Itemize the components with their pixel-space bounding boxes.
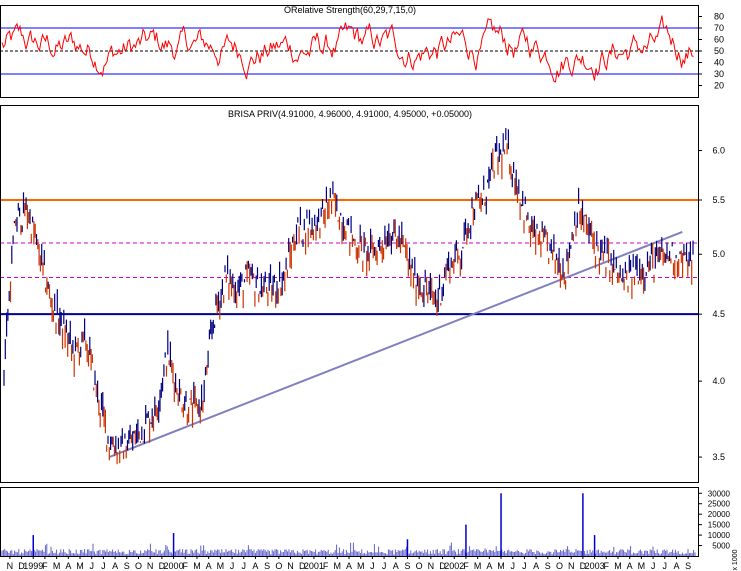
x-tick-label: 1999 bbox=[23, 561, 43, 571]
price-tick-label: 4.5 bbox=[712, 309, 725, 319]
volume-unit-label: x 1000 bbox=[732, 549, 739, 570]
rsi-tick-label: 60 bbox=[714, 35, 724, 45]
x-tick-label: M bbox=[193, 561, 201, 571]
x-tick-label: D bbox=[439, 561, 446, 571]
x-tick-label: J bbox=[230, 561, 235, 571]
x-tick-label: M bbox=[614, 561, 622, 571]
x-tick-label: A bbox=[393, 561, 399, 571]
price-tick-label: 6.0 bbox=[712, 146, 725, 156]
rsi-title: ORelative Strength(60,29,7,15,0) bbox=[284, 5, 416, 15]
x-tick-label: O bbox=[275, 561, 282, 571]
x-tick-label: 2001 bbox=[304, 561, 324, 571]
x-tick-label: M bbox=[638, 561, 646, 571]
x-tick-label: A bbox=[346, 561, 352, 571]
price-panel: 3.5 4.0 4.5 5.0 5.5 6.0 bbox=[0, 128, 725, 465]
x-tick-label: S bbox=[545, 561, 551, 571]
x-tick-label: N bbox=[7, 561, 14, 571]
price-tick-label: 5.0 bbox=[712, 249, 725, 259]
volume-tick-label: 30000 bbox=[708, 489, 731, 498]
x-tick-label: N bbox=[147, 561, 154, 571]
x-tick-label: N bbox=[428, 561, 435, 571]
x-tick-label: 2000 bbox=[164, 561, 184, 571]
rsi-tick-label: 40 bbox=[714, 58, 724, 68]
panel-frame bbox=[0, 487, 699, 557]
x-tick-label: A bbox=[486, 561, 492, 571]
x-tick-label: M bbox=[474, 561, 482, 571]
price-tick-label: 5.5 bbox=[712, 195, 725, 205]
rsi-tick-label: 80 bbox=[714, 12, 724, 22]
x-tick-label: M bbox=[217, 561, 225, 571]
x-tick-label: M bbox=[76, 561, 84, 571]
x-tick-label: J bbox=[651, 561, 656, 571]
price-trendline bbox=[108, 230, 683, 459]
x-tick-label: S bbox=[685, 561, 691, 571]
rsi-series-line bbox=[1, 15, 694, 83]
volume-tick-label: 20000 bbox=[708, 510, 731, 519]
x-tick-label: A bbox=[673, 561, 679, 571]
x-tick-label: A bbox=[533, 561, 539, 571]
x-tick-label: F bbox=[604, 561, 610, 571]
x-tick-label: S bbox=[404, 561, 410, 571]
x-tick-label: 2003 bbox=[585, 561, 605, 571]
x-tick-label: J bbox=[510, 561, 515, 571]
x-tick-label: S bbox=[264, 561, 270, 571]
x-tick-label: N bbox=[287, 561, 294, 571]
panel-frame bbox=[0, 105, 699, 483]
panel-frame bbox=[0, 5, 699, 98]
x-tick-label: A bbox=[112, 561, 118, 571]
x-tick-label: M bbox=[357, 561, 365, 571]
x-tick-label: D bbox=[580, 561, 587, 571]
price-tick-label: 4.0 bbox=[712, 376, 725, 386]
x-tick-label: J bbox=[89, 561, 94, 571]
x-tick-label: A bbox=[65, 561, 71, 571]
x-tick-label: F bbox=[463, 561, 469, 571]
volume-tick-label: 10000 bbox=[708, 531, 731, 540]
x-tick-label: F bbox=[183, 561, 189, 571]
x-tick-label: A bbox=[627, 561, 633, 571]
x-tick-label: D bbox=[159, 561, 166, 571]
x-tick-label: F bbox=[42, 561, 48, 571]
price-title: BRISA PRIV(4.91000, 4.96000, 4.91000, 4.… bbox=[228, 109, 472, 119]
x-tick-label: J bbox=[382, 561, 387, 571]
x-tick-label: M bbox=[53, 561, 61, 571]
x-tick-label: O bbox=[556, 561, 563, 571]
x-tick-label: A bbox=[206, 561, 212, 571]
x-tick-label: M bbox=[334, 561, 342, 571]
x-tick-label: S bbox=[124, 561, 130, 571]
rsi-tick-label: 20 bbox=[714, 81, 724, 91]
x-tick-label: J bbox=[370, 561, 375, 571]
volume-tick-label: 15000 bbox=[708, 521, 731, 530]
x-tick-label: D bbox=[299, 561, 306, 571]
x-tick-label: J bbox=[522, 561, 527, 571]
x-tick-label: A bbox=[252, 561, 258, 571]
volume-tick-label: 25000 bbox=[708, 500, 731, 509]
x-tick-label: O bbox=[135, 561, 142, 571]
x-tick-label: J bbox=[241, 561, 246, 571]
x-tick-label: M bbox=[497, 561, 505, 571]
rsi-tick-label: 30 bbox=[714, 69, 724, 79]
x-tick-label: J bbox=[663, 561, 668, 571]
x-tick-label: F bbox=[323, 561, 329, 571]
x-tick-label: 2002 bbox=[444, 561, 464, 571]
price-tick-label: 3.5 bbox=[712, 452, 725, 462]
x-tick-label: J bbox=[101, 561, 106, 571]
volume-tick-label: 5000 bbox=[712, 542, 730, 551]
x-tick-label: N bbox=[568, 561, 575, 571]
x-tick-label: O bbox=[416, 561, 423, 571]
rsi-tick-label: 70 bbox=[714, 23, 724, 33]
rsi-tick-label: 50 bbox=[714, 46, 724, 56]
x-tick-label: D bbox=[18, 561, 25, 571]
